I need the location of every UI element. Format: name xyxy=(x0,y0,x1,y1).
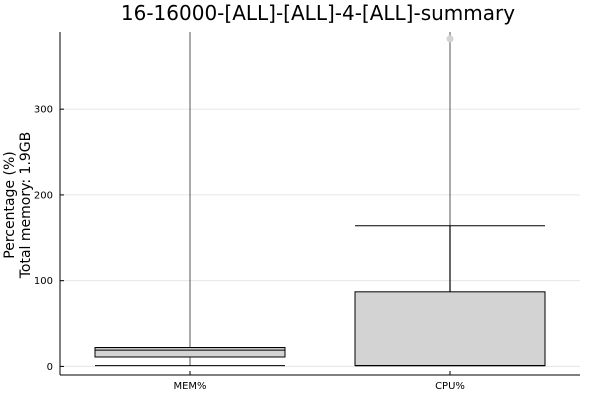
y-axis-sublabel: Total memory: 1.9GB xyxy=(18,132,34,280)
grid xyxy=(60,108,580,367)
box xyxy=(354,291,546,367)
outlier-point xyxy=(446,35,454,43)
chart-title: 16-16000-[ALL]-[ALL]-4-[ALL]-summary xyxy=(121,1,515,25)
y-tick-label: 100 xyxy=(34,276,53,287)
box-plot xyxy=(94,32,546,367)
x-tick-label: CPU% xyxy=(435,381,465,392)
axes xyxy=(59,32,580,376)
y-tick-label: 300 xyxy=(34,105,53,116)
y-axis-label: Percentage (%) xyxy=(2,151,18,258)
y-ticks: 0 100 200 300 xyxy=(34,105,64,373)
y-tick-label: 200 xyxy=(34,190,53,201)
x-tick-label: MEM% xyxy=(173,381,206,392)
y-tick-label: 0 xyxy=(47,362,53,373)
x-ticks: MEM% CPU% xyxy=(173,371,465,392)
box xyxy=(94,347,286,358)
